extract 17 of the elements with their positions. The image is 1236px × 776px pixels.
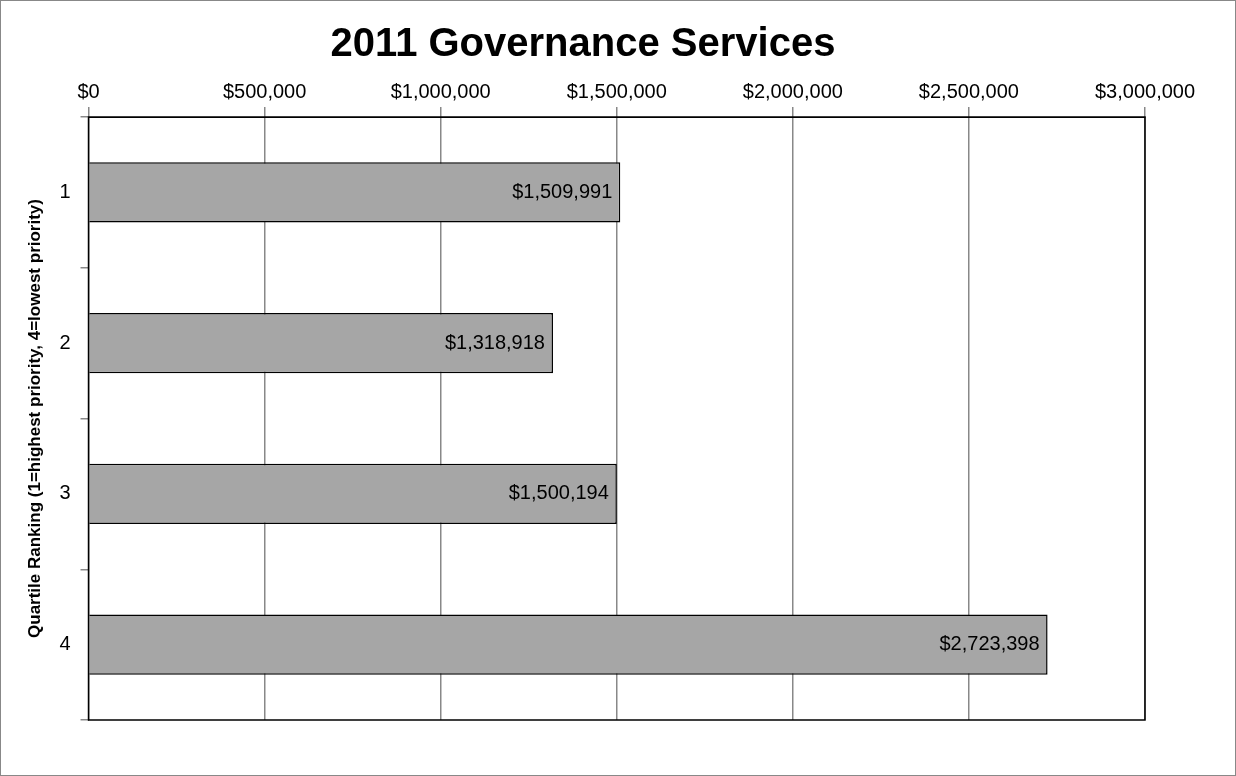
y-tick-label: 2: [59, 330, 71, 353]
x-tick-label: $500,000: [222, 79, 307, 102]
x-tick-label: $1,000,000: [390, 79, 491, 102]
data-label: $1,500,194: [508, 481, 609, 504]
y-tick-label: 3: [59, 481, 71, 504]
x-tick-label: $1,500,000: [566, 79, 667, 102]
x-tick-label: $2,500,000: [918, 79, 1019, 102]
data-label: $1,509,991: [512, 179, 613, 202]
x-tick-label: $3,000,000: [1094, 79, 1196, 102]
data-label: $1,318,918: [444, 330, 545, 353]
chart-title: 2011 Governance Services: [330, 20, 836, 65]
y-tick-label: 4: [59, 632, 71, 655]
y-tick-label: 1: [59, 179, 71, 202]
y-axis-title: Quartile Ranking (1=highest priority, 4=lowest priority): [24, 199, 44, 638]
x-tick-label: $2,000,000: [742, 79, 843, 102]
x-tick-label: $0: [77, 79, 100, 102]
data-label: $2,723,398: [939, 632, 1040, 655]
